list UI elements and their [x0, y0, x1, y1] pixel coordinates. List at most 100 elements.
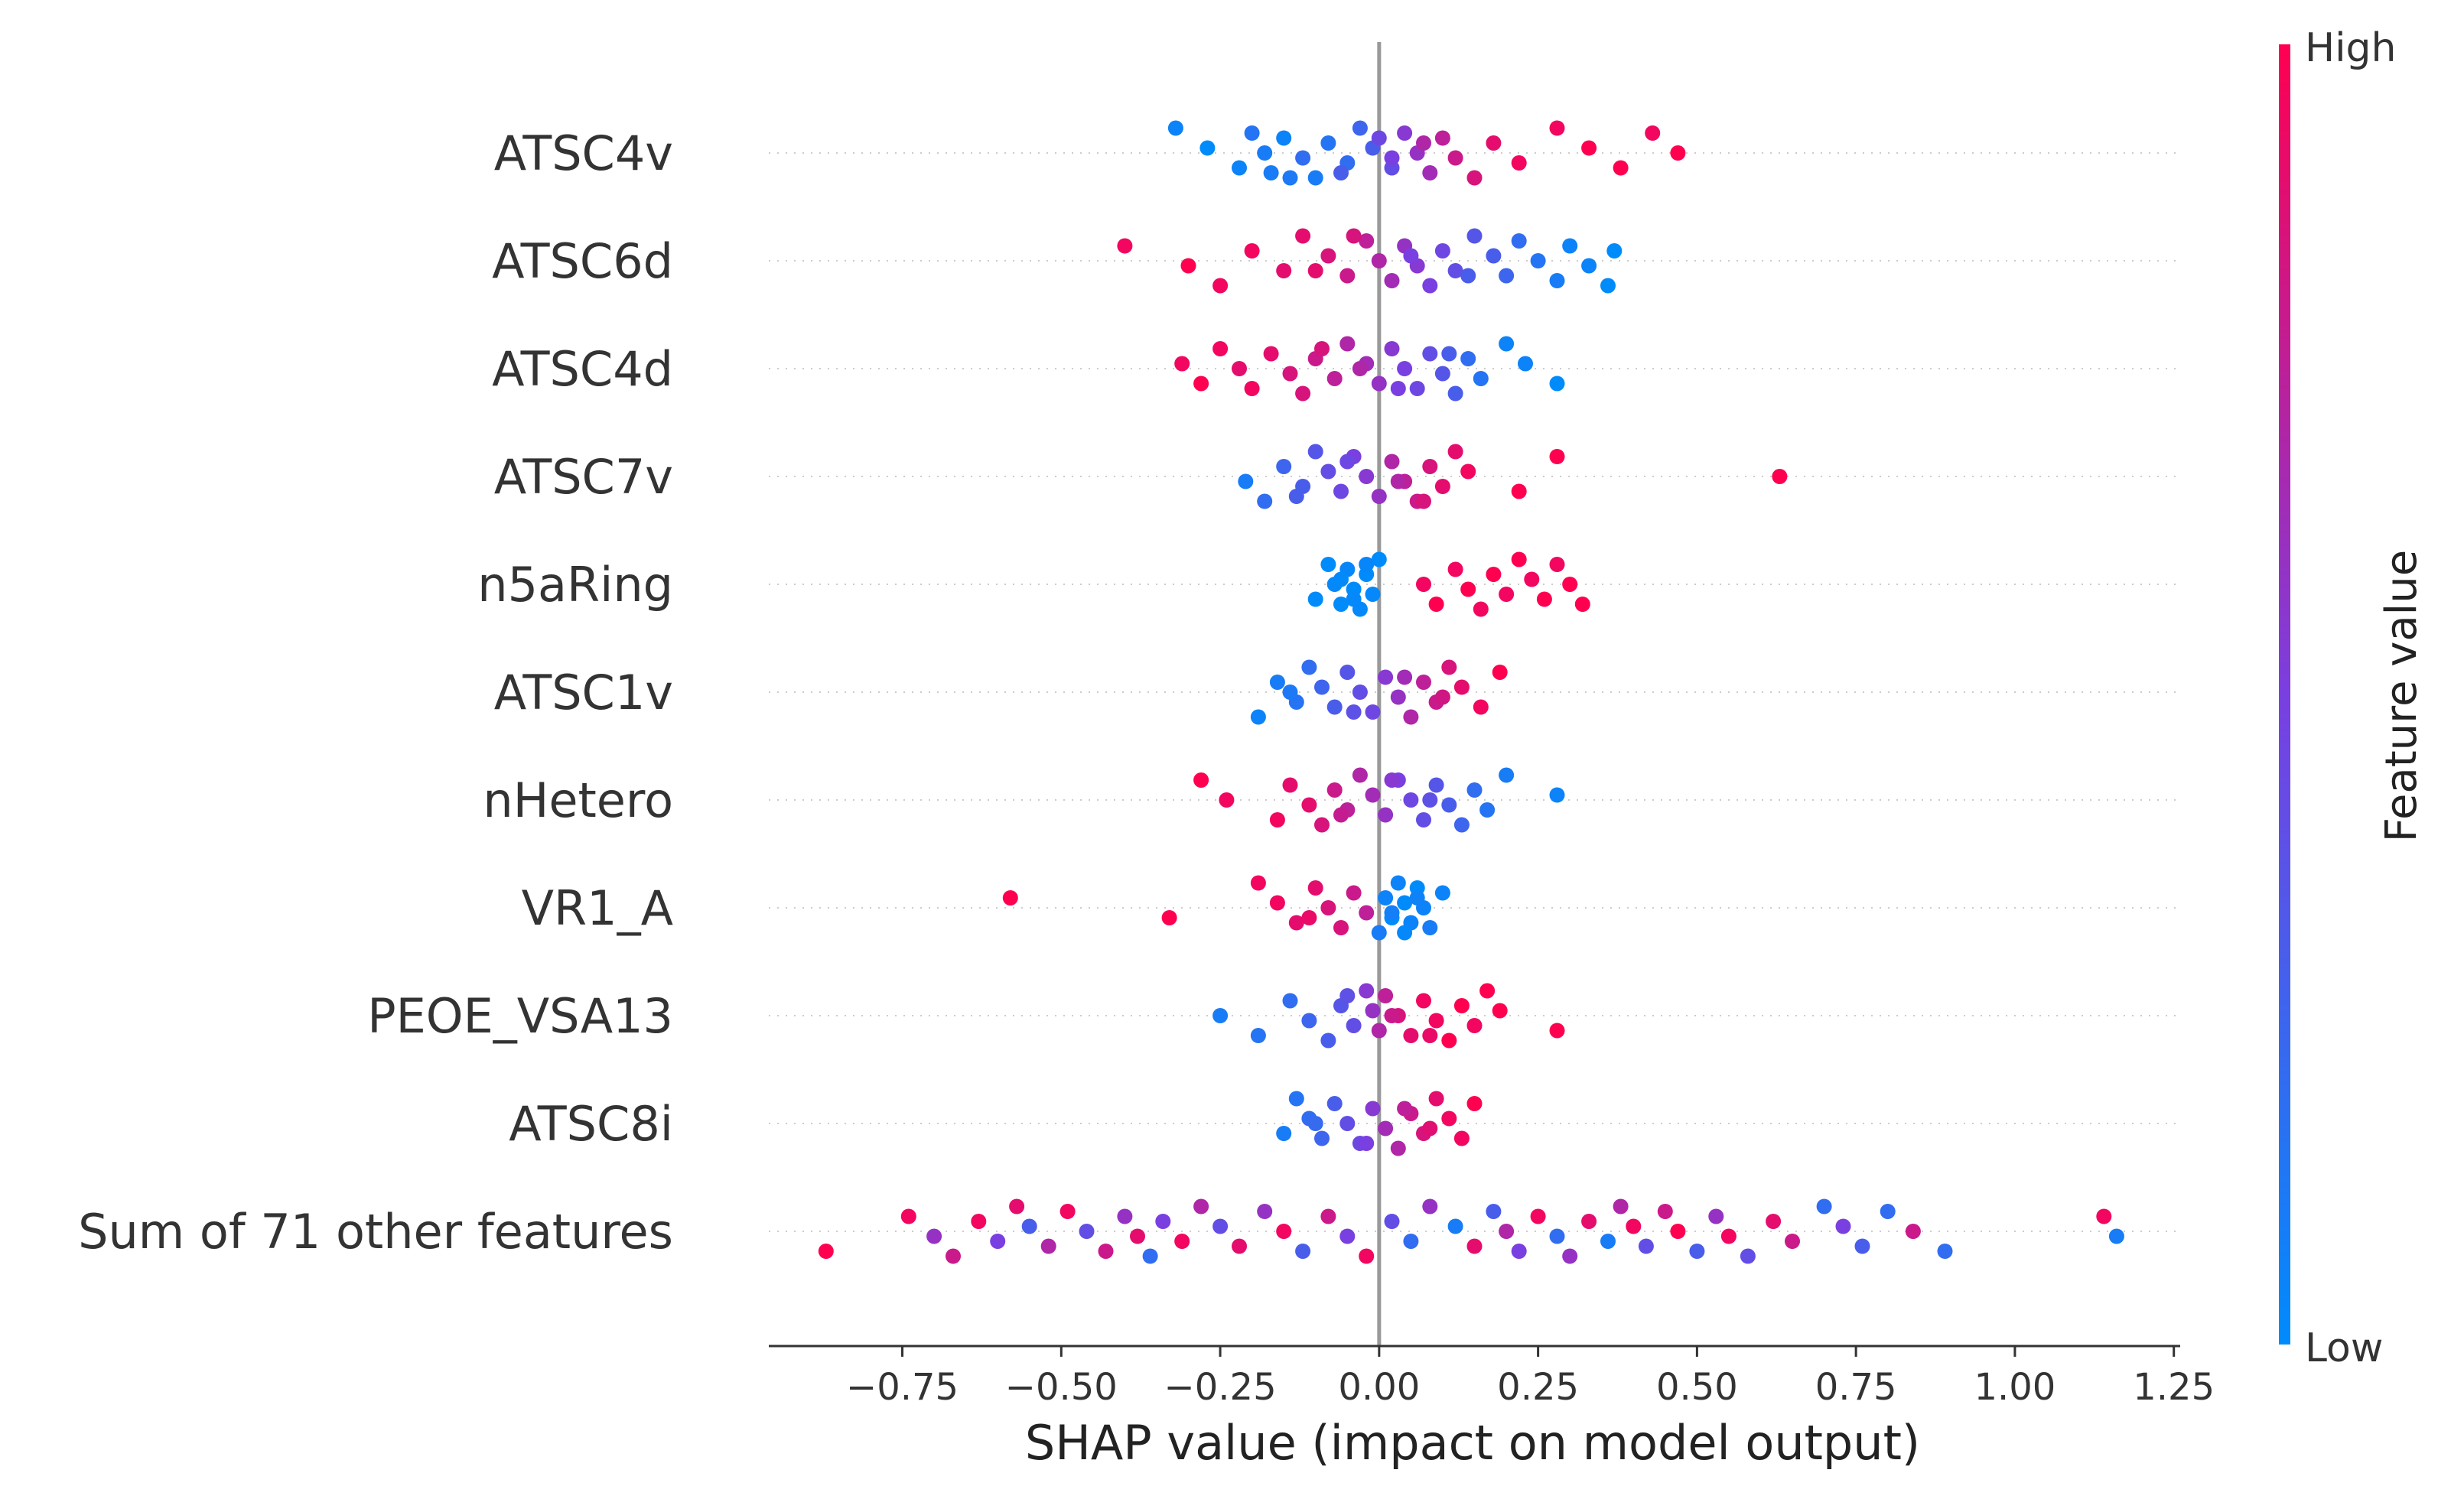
point-sum-of-71-other-features — [818, 1244, 834, 1259]
point-atsc4d — [1460, 351, 1476, 366]
point-atsc4v — [1320, 135, 1336, 151]
point-vr1-a — [1269, 895, 1285, 911]
point-sum-of-71-other-features — [1511, 1244, 1527, 1259]
point-sum-of-71-other-features — [1562, 1248, 1578, 1264]
point-atsc4d — [1193, 376, 1209, 392]
point-atsc1v — [1352, 684, 1368, 700]
point-atsc6d — [1359, 233, 1375, 249]
point-n5aring — [1416, 577, 1431, 592]
point-atsc4v — [1307, 170, 1323, 186]
point-peoe-vsa13 — [1212, 1008, 1229, 1023]
point-atsc1v — [1390, 689, 1406, 705]
x-tick-label: 0.25 — [1497, 1366, 1579, 1409]
point-sum-of-71-other-features — [990, 1234, 1006, 1249]
point-n5aring — [1473, 601, 1489, 617]
point-atsc6d — [1244, 243, 1260, 259]
point-peoe-vsa13 — [1371, 1023, 1387, 1039]
point-atsc7v — [1371, 489, 1387, 504]
point-sum-of-71-other-features — [1670, 1224, 1686, 1239]
point-atsc4d — [1499, 336, 1515, 352]
point-atsc8i — [1326, 1096, 1343, 1111]
point-sum-of-71-other-features — [1785, 1234, 1800, 1249]
point-peoe-vsa13 — [1365, 1003, 1381, 1019]
point-atsc6d — [1422, 278, 1438, 294]
point-atsc6d — [1460, 268, 1476, 284]
point-n5aring — [1447, 561, 1463, 577]
colorbar: High Low Feature value — [2279, 25, 2427, 1371]
point-atsc4v — [1581, 140, 1597, 156]
point-nhetero — [1352, 767, 1368, 783]
point-nhetero — [1453, 817, 1470, 833]
point-peoe-vsa13 — [1422, 1028, 1438, 1043]
point-atsc4v — [1422, 165, 1438, 180]
point-atsc6d — [1320, 248, 1336, 264]
point-peoe-vsa13 — [1301, 1013, 1317, 1029]
point-atsc4v — [1352, 120, 1368, 136]
point-atsc4d — [1352, 361, 1368, 376]
point-atsc8i — [1453, 1130, 1470, 1146]
point-atsc1v — [1473, 699, 1489, 715]
point-atsc7v — [1288, 489, 1304, 504]
point-peoe-vsa13 — [1549, 1023, 1565, 1039]
point-atsc4v — [1549, 120, 1565, 136]
point-sum-of-71-other-features — [1549, 1228, 1565, 1244]
point-atsc4v — [1511, 155, 1527, 171]
point-n5aring — [1549, 557, 1565, 572]
point-n5aring — [1486, 567, 1502, 582]
point-atsc4d — [1295, 385, 1311, 402]
point-atsc1v — [1250, 709, 1266, 725]
point-peoe-vsa13 — [1441, 1032, 1457, 1049]
point-sum-of-71-other-features — [1174, 1234, 1190, 1249]
point-sum-of-71-other-features — [1816, 1198, 1832, 1214]
point-sum-of-71-other-features — [1295, 1244, 1311, 1259]
point-atsc7v — [1422, 459, 1438, 474]
point-atsc6d — [1346, 228, 1362, 244]
point-atsc4v — [1282, 170, 1298, 186]
point-atsc4d — [1339, 336, 1356, 352]
point-sum-of-71-other-features — [1486, 1204, 1502, 1219]
point-sum-of-71-other-features — [1626, 1218, 1642, 1234]
point-atsc7v — [1447, 444, 1463, 460]
point-sum-of-71-other-features — [900, 1208, 916, 1224]
point-atsc8i — [1276, 1126, 1292, 1141]
point-atsc7v — [1460, 463, 1476, 480]
point-atsc6d — [1295, 228, 1311, 244]
feature-label-peoe-vsa13: PEOE_VSA13 — [367, 988, 673, 1044]
point-atsc6d — [1276, 263, 1292, 278]
point-n5aring — [1562, 577, 1578, 592]
point-n5aring — [1428, 597, 1444, 612]
point-sum-of-71-other-features — [1009, 1198, 1025, 1214]
point-peoe-vsa13 — [1492, 1003, 1508, 1019]
point-n5aring — [1371, 551, 1387, 567]
point-atsc4v — [1263, 165, 1279, 180]
point-n5aring — [1511, 551, 1527, 567]
point-atsc4v — [1384, 150, 1400, 166]
point-n5aring — [1460, 581, 1476, 597]
point-peoe-vsa13 — [1282, 993, 1298, 1009]
x-axis-title: SHAP value (impact on model output) — [1025, 1415, 1920, 1471]
colorbar-high-label: High — [2305, 25, 2397, 71]
point-atsc4d — [1422, 346, 1438, 362]
point-atsc4d — [1473, 371, 1489, 386]
point-n5aring — [1333, 597, 1349, 612]
x-tick-label: 0.50 — [1656, 1366, 1738, 1409]
point-peoe-vsa13 — [1479, 983, 1496, 999]
point-sum-of-71-other-features — [1155, 1214, 1171, 1229]
feature-label-n5aring: n5aRing — [477, 557, 673, 613]
point-sum-of-71-other-features — [1422, 1198, 1438, 1214]
feature-label-atsc4v: ATSC4v — [494, 125, 673, 181]
point-atsc7v — [1307, 444, 1323, 460]
point-sum-of-71-other-features — [1359, 1248, 1375, 1264]
point-nhetero — [1466, 782, 1483, 798]
point-atsc4d — [1232, 361, 1247, 376]
point-atsc8i — [1365, 1101, 1381, 1117]
point-nhetero — [1416, 812, 1431, 828]
point-nhetero — [1193, 772, 1209, 788]
point-nhetero — [1422, 792, 1438, 808]
point-peoe-vsa13 — [1320, 1032, 1336, 1049]
point-atsc6d — [1600, 278, 1616, 294]
point-nhetero — [1549, 787, 1565, 803]
point-sum-of-71-other-features — [1638, 1238, 1654, 1254]
point-atsc4v — [1295, 150, 1311, 166]
